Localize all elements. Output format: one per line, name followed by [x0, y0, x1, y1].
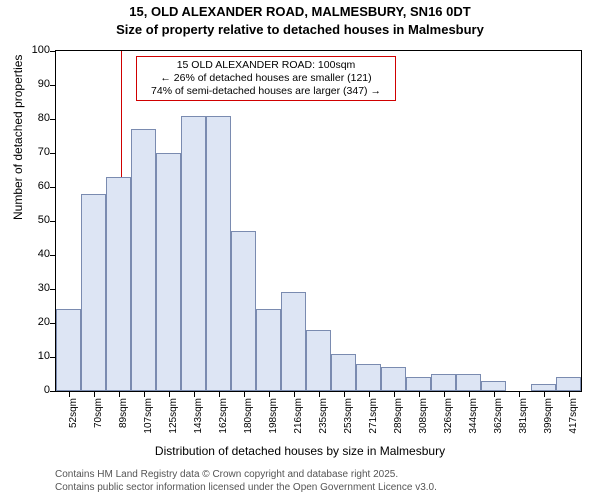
footer-line-2: Contains public sector information licen…	[55, 481, 437, 494]
x-tick-label: 70sqm	[93, 398, 104, 428]
x-tick	[444, 392, 445, 397]
y-tick-label: 20	[20, 316, 50, 328]
x-tick-label: 198sqm	[268, 398, 279, 434]
y-tick-label: 0	[20, 384, 50, 396]
y-tick	[50, 153, 55, 154]
x-tick-label: 216sqm	[293, 398, 304, 434]
bar	[331, 354, 356, 391]
y-tick-label: 70	[20, 146, 50, 158]
x-tick	[294, 392, 295, 397]
x-tick-label: 180sqm	[243, 398, 254, 434]
y-tick	[50, 255, 55, 256]
y-tick-label: 60	[20, 180, 50, 192]
annotation-line-3: 74% of semi-detached houses are larger (…	[143, 85, 389, 98]
x-tick-label: 381sqm	[518, 398, 529, 434]
bar	[431, 374, 456, 391]
bar	[356, 364, 381, 391]
y-tick-label: 100	[20, 44, 50, 56]
y-tick-label: 50	[20, 214, 50, 226]
x-tick	[344, 392, 345, 397]
y-tick	[50, 85, 55, 86]
x-tick	[319, 392, 320, 397]
x-tick	[219, 392, 220, 397]
bar	[531, 384, 556, 391]
bar	[381, 367, 406, 391]
x-tick-label: 399sqm	[543, 398, 554, 434]
bar	[281, 292, 306, 391]
chart-footer: Contains HM Land Registry data © Crown c…	[55, 468, 437, 494]
x-tick-label: 52sqm	[68, 398, 79, 428]
bar	[556, 377, 581, 391]
x-tick-label: 289sqm	[393, 398, 404, 434]
y-tick-label: 10	[20, 350, 50, 362]
x-tick	[469, 392, 470, 397]
x-tick-label: 107sqm	[143, 398, 154, 434]
y-tick	[50, 357, 55, 358]
bar	[56, 309, 81, 391]
x-tick	[394, 392, 395, 397]
y-tick	[50, 391, 55, 392]
x-tick	[269, 392, 270, 397]
x-tick-label: 125sqm	[168, 398, 179, 434]
x-tick-label: 143sqm	[193, 398, 204, 434]
bar	[81, 194, 106, 391]
x-tick	[169, 392, 170, 397]
x-tick	[419, 392, 420, 397]
bar	[181, 116, 206, 391]
bar	[206, 116, 231, 391]
y-tick-label: 90	[20, 78, 50, 90]
x-tick	[244, 392, 245, 397]
x-tick-label: 235sqm	[318, 398, 329, 434]
annotation-box: 15 OLD ALEXANDER ROAD: 100sqm ← 26% of d…	[136, 56, 396, 101]
x-tick-label: 89sqm	[118, 398, 129, 428]
x-tick	[144, 392, 145, 397]
y-tick	[50, 187, 55, 188]
x-tick	[94, 392, 95, 397]
x-tick	[119, 392, 120, 397]
x-tick-label: 362sqm	[493, 398, 504, 434]
annotation-line-2: ← 26% of detached houses are smaller (12…	[143, 72, 389, 85]
bar	[156, 153, 181, 391]
y-tick	[50, 119, 55, 120]
bar	[231, 231, 256, 391]
chart-container: 15, OLD ALEXANDER ROAD, MALMESBURY, SN16…	[0, 0, 600, 500]
x-tick	[519, 392, 520, 397]
x-tick-label: 271sqm	[368, 398, 379, 434]
x-tick-label: 253sqm	[343, 398, 354, 434]
x-tick	[569, 392, 570, 397]
y-tick-label: 40	[20, 248, 50, 260]
x-tick-label: 326sqm	[443, 398, 454, 434]
bar	[456, 374, 481, 391]
chart-title-2: Size of property relative to detached ho…	[0, 22, 600, 37]
x-tick	[494, 392, 495, 397]
chart-title-1: 15, OLD ALEXANDER ROAD, MALMESBURY, SN16…	[0, 4, 600, 19]
y-tick	[50, 221, 55, 222]
bar	[256, 309, 281, 391]
bar	[406, 377, 431, 391]
x-tick-label: 344sqm	[468, 398, 479, 434]
x-tick	[69, 392, 70, 397]
y-tick	[50, 323, 55, 324]
y-tick-label: 30	[20, 282, 50, 294]
bar	[306, 330, 331, 391]
y-tick	[50, 289, 55, 290]
y-tick-label: 80	[20, 112, 50, 124]
x-tick-label: 417sqm	[568, 398, 579, 434]
x-tick-label: 308sqm	[418, 398, 429, 434]
bar	[106, 177, 131, 391]
footer-line-1: Contains HM Land Registry data © Crown c…	[55, 468, 437, 481]
y-tick	[50, 51, 55, 52]
x-tick-label: 162sqm	[218, 398, 229, 434]
plot-area: 15 OLD ALEXANDER ROAD: 100sqm ← 26% of d…	[55, 50, 582, 392]
x-tick	[544, 392, 545, 397]
x-tick	[194, 392, 195, 397]
annotation-line-1: 15 OLD ALEXANDER ROAD: 100sqm	[143, 59, 389, 72]
x-axis-label: Distribution of detached houses by size …	[0, 444, 600, 458]
x-tick	[369, 392, 370, 397]
bar	[131, 129, 156, 391]
bar	[481, 381, 506, 391]
